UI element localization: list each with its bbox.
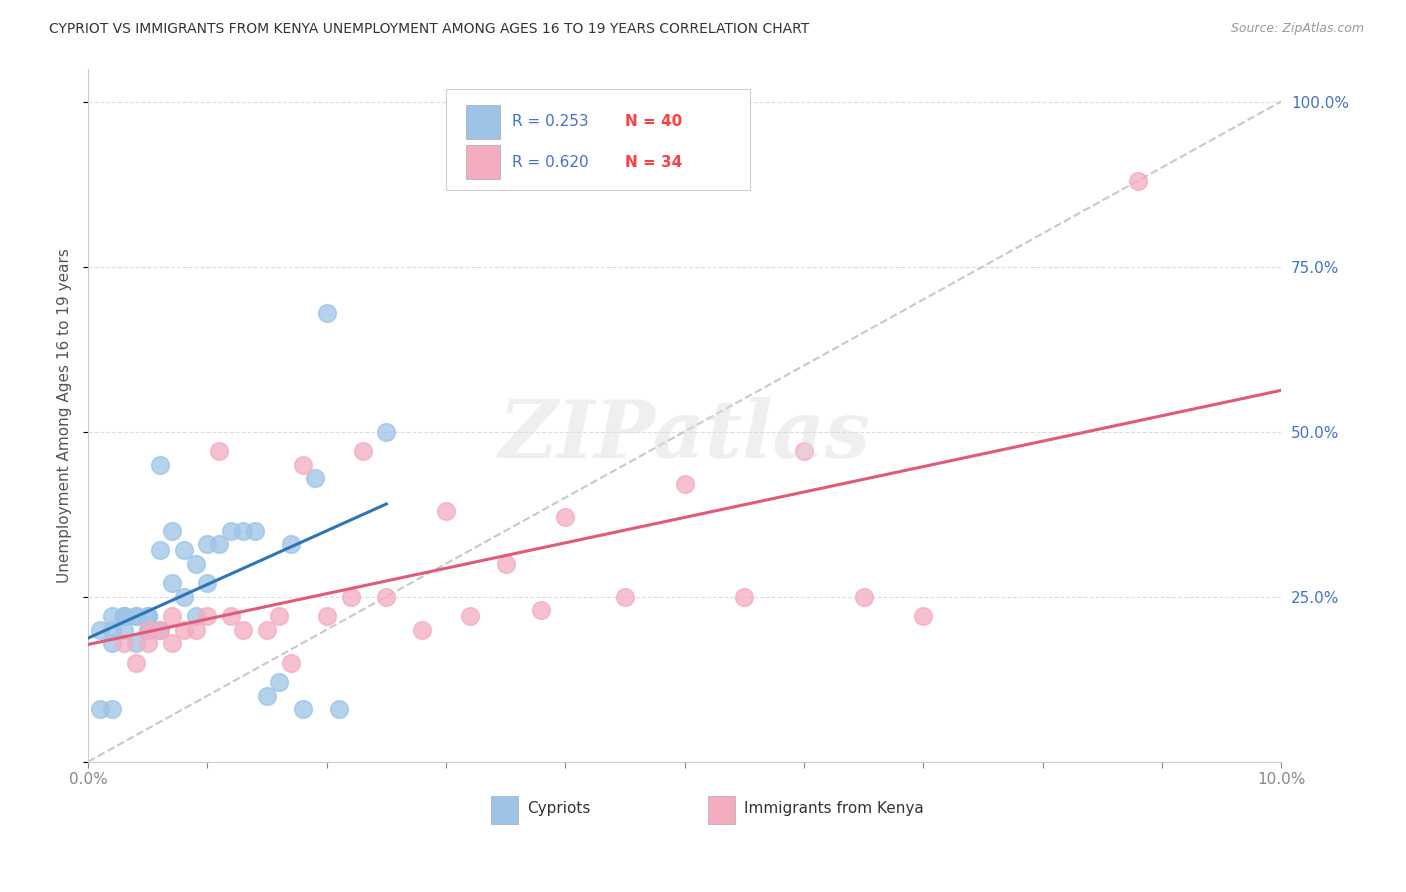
Text: N = 40: N = 40 bbox=[626, 114, 682, 129]
Point bbox=[197, 609, 219, 624]
Point bbox=[136, 609, 159, 624]
Text: R = 0.253: R = 0.253 bbox=[512, 114, 588, 129]
Text: Source: ZipAtlas.com: Source: ZipAtlas.com bbox=[1230, 22, 1364, 36]
Point bbox=[291, 458, 314, 472]
Point bbox=[375, 425, 398, 439]
Point bbox=[136, 623, 159, 637]
Point bbox=[614, 590, 637, 604]
Point bbox=[530, 603, 553, 617]
Text: R = 0.620: R = 0.620 bbox=[512, 154, 588, 169]
Point bbox=[160, 609, 183, 624]
Point bbox=[197, 576, 219, 591]
Point bbox=[149, 458, 172, 472]
Point bbox=[280, 656, 302, 670]
FancyBboxPatch shape bbox=[446, 89, 751, 190]
Point bbox=[554, 510, 576, 524]
Point bbox=[375, 590, 398, 604]
Point bbox=[1126, 174, 1149, 188]
Y-axis label: Unemployment Among Ages 16 to 19 years: Unemployment Among Ages 16 to 19 years bbox=[58, 248, 72, 582]
Point bbox=[112, 636, 135, 650]
Point bbox=[89, 702, 111, 716]
Point bbox=[125, 656, 148, 670]
Point bbox=[184, 623, 207, 637]
Point bbox=[136, 623, 159, 637]
Text: ZIPatlas: ZIPatlas bbox=[499, 397, 870, 475]
Point bbox=[221, 524, 243, 538]
Point bbox=[434, 504, 457, 518]
Point bbox=[101, 623, 124, 637]
Point bbox=[221, 609, 243, 624]
Point bbox=[173, 543, 195, 558]
Point bbox=[733, 590, 755, 604]
Point bbox=[912, 609, 935, 624]
Point bbox=[243, 524, 266, 538]
Point bbox=[173, 623, 195, 637]
Point bbox=[112, 609, 135, 624]
Point bbox=[125, 636, 148, 650]
Point bbox=[793, 444, 815, 458]
Text: CYPRIOT VS IMMIGRANTS FROM KENYA UNEMPLOYMENT AMONG AGES 16 TO 19 YEARS CORRELAT: CYPRIOT VS IMMIGRANTS FROM KENYA UNEMPLO… bbox=[49, 22, 810, 37]
Point bbox=[112, 623, 135, 637]
Point bbox=[304, 471, 326, 485]
Point bbox=[112, 609, 135, 624]
Point bbox=[101, 609, 124, 624]
Point bbox=[495, 557, 517, 571]
Point bbox=[411, 623, 433, 637]
Point bbox=[256, 623, 278, 637]
Point bbox=[101, 636, 124, 650]
Point bbox=[315, 306, 337, 320]
Point bbox=[267, 609, 290, 624]
Point bbox=[458, 609, 481, 624]
Point bbox=[136, 636, 159, 650]
Point bbox=[280, 537, 302, 551]
Point bbox=[101, 702, 124, 716]
Point bbox=[197, 537, 219, 551]
Bar bbox=[491, 797, 517, 824]
Text: Immigrants from Kenya: Immigrants from Kenya bbox=[744, 801, 924, 816]
Point bbox=[315, 609, 337, 624]
Point bbox=[352, 444, 374, 458]
Point bbox=[673, 477, 696, 491]
Point bbox=[208, 444, 231, 458]
Point bbox=[136, 623, 159, 637]
Point bbox=[852, 590, 875, 604]
Point bbox=[291, 702, 314, 716]
Point bbox=[149, 623, 172, 637]
Text: Cypriots: Cypriots bbox=[527, 801, 591, 816]
Point bbox=[89, 623, 111, 637]
Text: N = 34: N = 34 bbox=[626, 154, 682, 169]
Point bbox=[339, 590, 361, 604]
Point bbox=[173, 590, 195, 604]
Bar bbox=[467, 145, 499, 178]
Point bbox=[160, 636, 183, 650]
Point bbox=[136, 609, 159, 624]
Point bbox=[232, 623, 254, 637]
Point bbox=[149, 543, 172, 558]
Point bbox=[232, 524, 254, 538]
Point bbox=[160, 576, 183, 591]
Point bbox=[149, 623, 172, 637]
Point bbox=[160, 524, 183, 538]
Point bbox=[125, 609, 148, 624]
Point bbox=[208, 537, 231, 551]
Point bbox=[125, 609, 148, 624]
Point bbox=[256, 689, 278, 703]
Point bbox=[328, 702, 350, 716]
Bar bbox=[709, 797, 735, 824]
Point bbox=[267, 675, 290, 690]
Point bbox=[184, 557, 207, 571]
Point bbox=[184, 609, 207, 624]
Point bbox=[112, 609, 135, 624]
Bar bbox=[467, 105, 499, 138]
